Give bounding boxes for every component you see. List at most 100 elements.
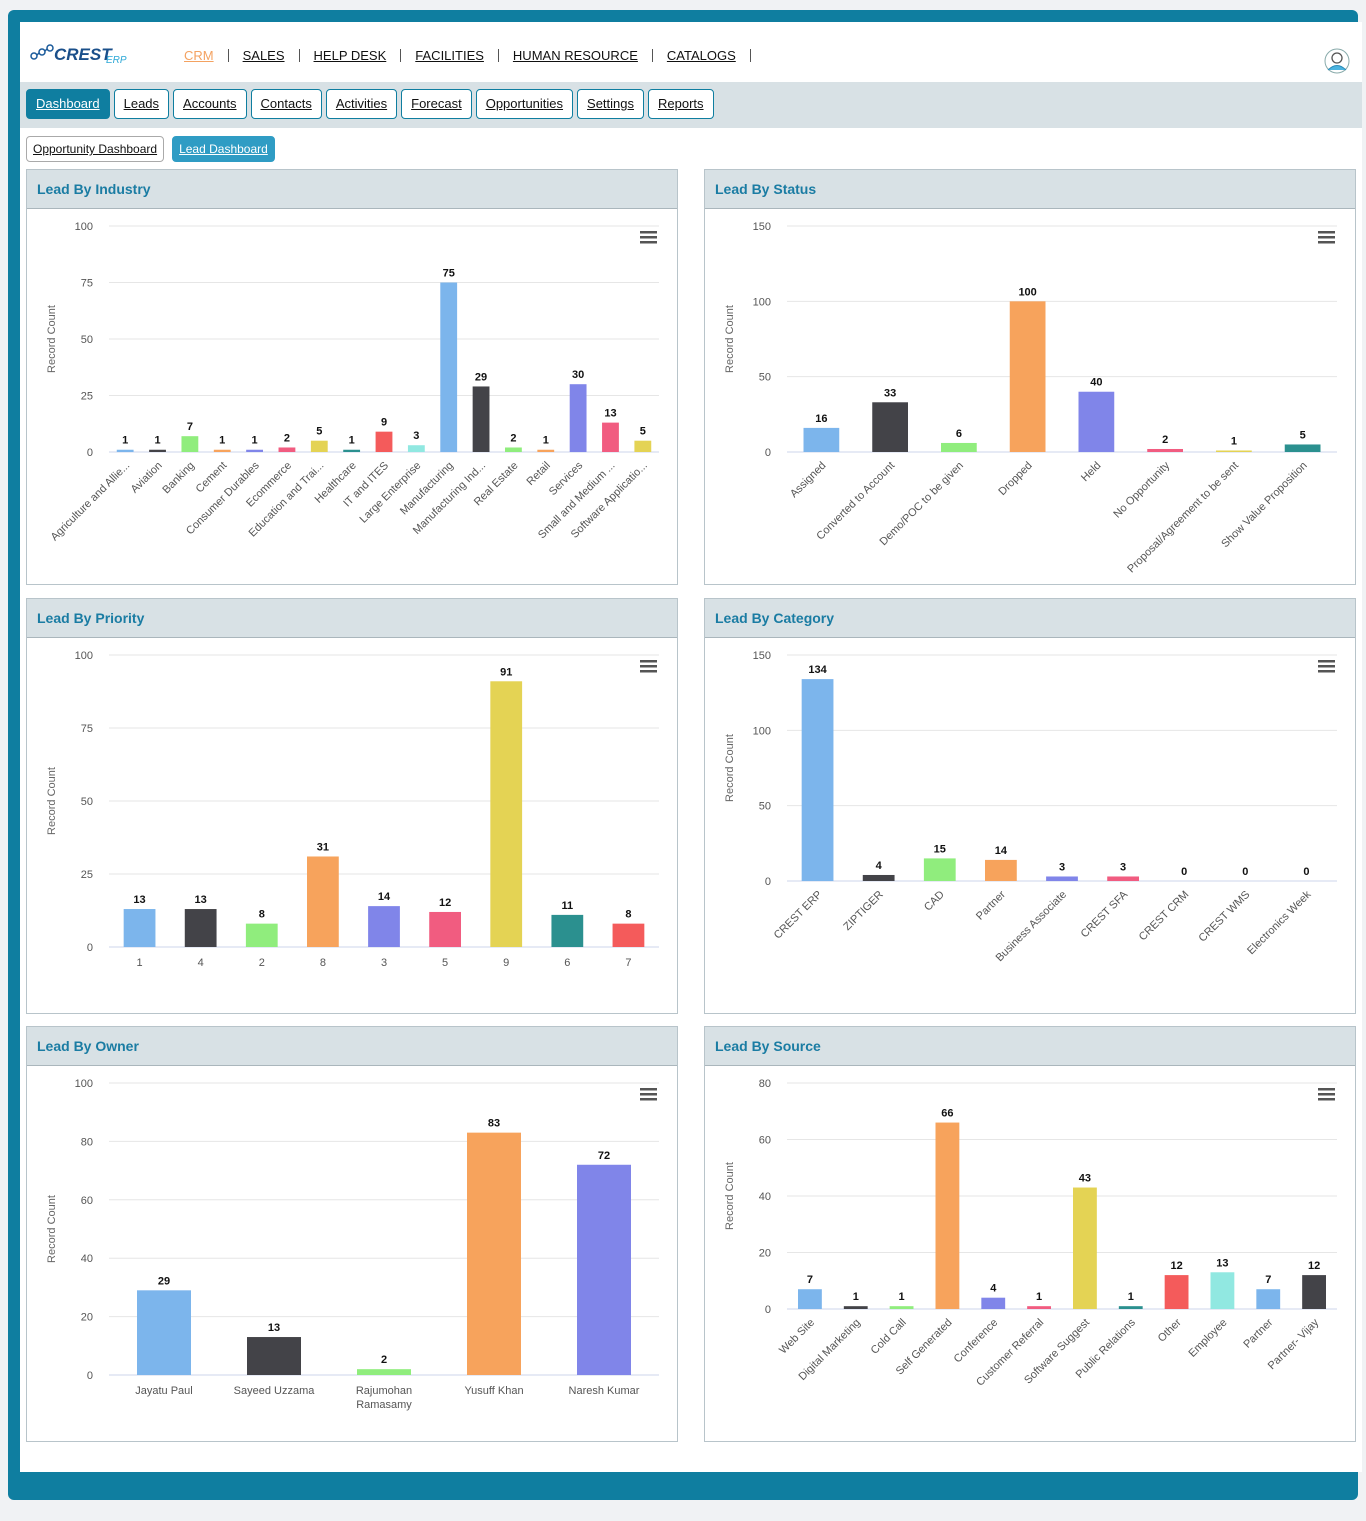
bar[interactable] bbox=[569, 384, 587, 452]
bar[interactable] bbox=[149, 449, 166, 452]
y-axis-label: Record Count bbox=[724, 1162, 736, 1230]
tab-forecast[interactable]: Forecast bbox=[401, 89, 472, 119]
bar[interactable] bbox=[889, 1306, 914, 1309]
chart-menu-icon[interactable] bbox=[640, 231, 657, 244]
tab-reports[interactable]: Reports bbox=[648, 89, 714, 119]
bar[interactable] bbox=[1302, 1275, 1326, 1309]
bar[interactable] bbox=[472, 386, 490, 452]
nav-facilities[interactable]: FACILITIES bbox=[415, 48, 484, 63]
data-label: 5 bbox=[316, 426, 322, 438]
data-label: 91 bbox=[500, 666, 512, 678]
bar[interactable] bbox=[1284, 444, 1321, 452]
bar[interactable] bbox=[981, 1297, 1006, 1309]
bar[interactable] bbox=[935, 1122, 960, 1309]
bar[interactable] bbox=[307, 856, 339, 947]
x-tick-label: 2 bbox=[259, 957, 265, 969]
bar[interactable] bbox=[407, 445, 425, 452]
bar[interactable] bbox=[181, 436, 199, 452]
bar[interactable] bbox=[843, 1306, 868, 1309]
bar[interactable] bbox=[1147, 448, 1183, 452]
bar[interactable] bbox=[310, 440, 328, 452]
bar[interactable] bbox=[278, 447, 296, 452]
chart-menu-icon[interactable] bbox=[1318, 231, 1335, 244]
bar[interactable] bbox=[1027, 1306, 1051, 1309]
tab-leads[interactable]: Leads bbox=[113, 89, 170, 119]
bar[interactable] bbox=[1009, 301, 1046, 452]
subtab-lead-dashboard[interactable]: Lead Dashboard bbox=[172, 136, 275, 162]
bar[interactable] bbox=[634, 440, 652, 452]
y-tick-label: 100 bbox=[75, 650, 93, 662]
bar[interactable] bbox=[1046, 876, 1078, 881]
tab-contacts[interactable]: Contacts bbox=[250, 89, 322, 119]
bar[interactable] bbox=[872, 402, 908, 452]
nav-sales[interactable]: SALES bbox=[242, 48, 285, 63]
bar[interactable] bbox=[184, 909, 217, 947]
chart-menu-icon[interactable] bbox=[640, 660, 657, 673]
data-label: 12 bbox=[1170, 1260, 1182, 1272]
bar[interactable] bbox=[602, 422, 619, 452]
bar[interactable] bbox=[245, 923, 278, 947]
nav-help-desk[interactable]: HELP DESK bbox=[313, 48, 387, 63]
bar[interactable] bbox=[862, 874, 895, 881]
bar[interactable] bbox=[246, 449, 263, 452]
bar[interactable] bbox=[551, 914, 584, 947]
data-label: 1 bbox=[1036, 1291, 1042, 1303]
bar[interactable] bbox=[923, 858, 956, 881]
subtab-opportunity-dashboard[interactable]: Opportunity Dashboard bbox=[26, 136, 165, 162]
bar[interactable] bbox=[368, 906, 400, 947]
nav-human-resource[interactable]: HUMAN RESOURCE bbox=[512, 48, 638, 63]
bar[interactable] bbox=[429, 911, 461, 947]
bar[interactable] bbox=[1210, 1272, 1235, 1309]
nav-catalogs[interactable]: CATALOGS bbox=[666, 48, 736, 63]
chart-menu-icon[interactable] bbox=[1318, 660, 1335, 673]
tab-opportunities[interactable]: Opportunities bbox=[475, 89, 574, 119]
bar[interactable] bbox=[1216, 450, 1252, 452]
bar[interactable] bbox=[213, 449, 231, 452]
bar[interactable] bbox=[505, 447, 522, 452]
bar[interactable] bbox=[577, 1164, 631, 1375]
bar[interactable] bbox=[537, 449, 555, 452]
nav-crm[interactable]: CRM bbox=[184, 48, 214, 63]
bar[interactable] bbox=[1164, 1275, 1189, 1309]
bar[interactable] bbox=[1118, 1306, 1143, 1309]
bar[interactable] bbox=[1073, 1187, 1097, 1309]
user-avatar-icon[interactable] bbox=[1324, 48, 1350, 74]
data-label: 2 bbox=[284, 432, 290, 444]
bar[interactable] bbox=[247, 1337, 301, 1375]
panel-title: Lead By Priority bbox=[27, 599, 677, 638]
y-tick-label: 0 bbox=[765, 876, 771, 888]
y-tick-label: 25 bbox=[81, 869, 93, 881]
bar[interactable] bbox=[798, 1289, 822, 1309]
data-label: 15 bbox=[934, 843, 946, 855]
tab-activities[interactable]: Activities bbox=[325, 89, 398, 119]
bar[interactable] bbox=[357, 1369, 411, 1375]
crest-logo[interactable]: CREST ERP bbox=[28, 38, 138, 68]
bar[interactable] bbox=[467, 1132, 521, 1375]
x-tick-label: Converted to Account bbox=[814, 460, 897, 543]
bar[interactable] bbox=[123, 909, 156, 947]
bar[interactable] bbox=[116, 449, 134, 452]
data-label: 29 bbox=[475, 371, 487, 383]
y-tick-label: 60 bbox=[81, 1195, 93, 1207]
bar[interactable] bbox=[612, 923, 645, 947]
bar[interactable] bbox=[1107, 876, 1139, 881]
tab-settings[interactable]: Settings bbox=[577, 89, 645, 119]
tab-dashboard[interactable]: Dashboard bbox=[26, 89, 110, 119]
bar[interactable] bbox=[1256, 1289, 1281, 1309]
bar[interactable] bbox=[440, 282, 458, 453]
bar[interactable] bbox=[375, 431, 393, 452]
bar[interactable] bbox=[1078, 391, 1115, 452]
tab-accounts[interactable]: Accounts bbox=[173, 89, 247, 119]
bar[interactable] bbox=[343, 449, 361, 452]
x-tick-label: Partner bbox=[1241, 1316, 1275, 1350]
chart-menu-icon[interactable] bbox=[640, 1088, 657, 1101]
chart-menu-icon[interactable] bbox=[1318, 1088, 1335, 1101]
bar[interactable] bbox=[941, 442, 977, 452]
bar[interactable] bbox=[803, 427, 840, 452]
x-tick-label: CREST SFA bbox=[1079, 888, 1131, 940]
bar[interactable] bbox=[137, 1290, 191, 1375]
data-label: 40 bbox=[1090, 377, 1102, 389]
bar[interactable] bbox=[490, 681, 523, 947]
bar[interactable] bbox=[985, 859, 1017, 881]
bar[interactable] bbox=[801, 679, 834, 881]
